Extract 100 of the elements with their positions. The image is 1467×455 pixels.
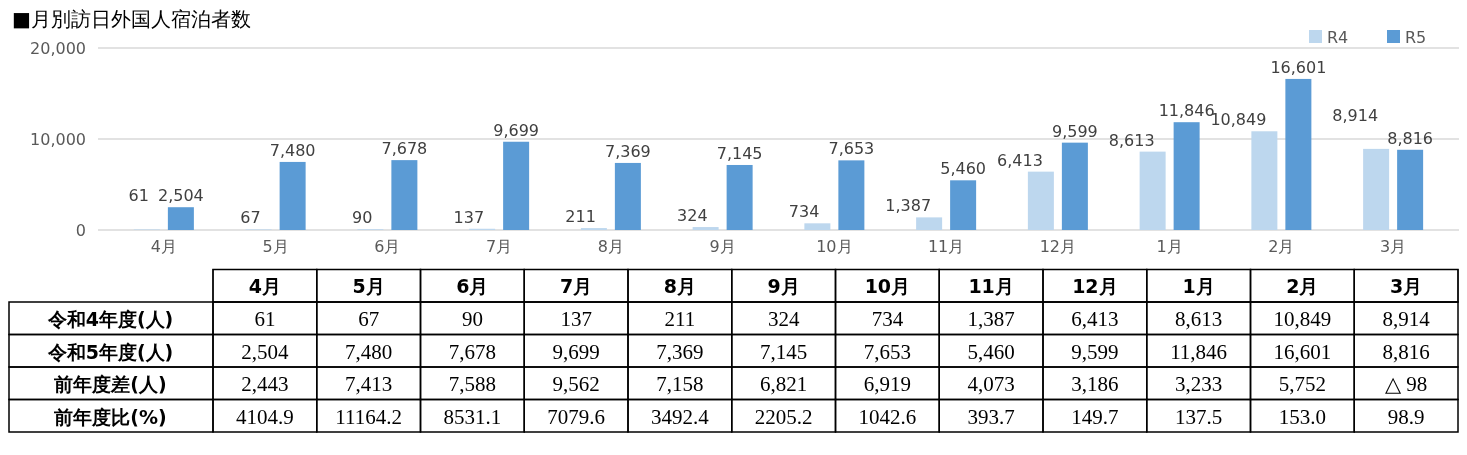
text: 11,846 (1170, 339, 1228, 364)
data-label: 67 (240, 208, 261, 228)
x-tick-label: 12月 (1039, 237, 1077, 256)
category-label: 7月 (560, 275, 593, 297)
text: 3,186 (1071, 372, 1119, 396)
text: 1,387 (967, 307, 1015, 331)
data-label: 7,369 (604, 141, 651, 161)
text: 149.7 (1071, 404, 1119, 429)
data-label: 16,601 (1270, 57, 1327, 77)
legend-label: R5 (1405, 28, 1427, 47)
text: 7,145 (760, 339, 808, 364)
text: 5,460 (967, 339, 1015, 364)
text: 61 (254, 307, 276, 331)
category-label: 9月 (767, 275, 800, 297)
text: 16,601 (1273, 339, 1332, 364)
data-label: 211 (565, 207, 596, 227)
text: 6,413 (1071, 307, 1119, 331)
category-label: 10月 (864, 275, 911, 297)
text: 8,613 (1175, 307, 1223, 331)
text: 137 (560, 307, 592, 331)
data-label: 137 (453, 207, 485, 227)
text: 1042.6 (858, 404, 917, 429)
category-label: 2月 (1286, 275, 1319, 297)
text: 8531.1 (443, 404, 502, 429)
x-tick-label: 7月 (486, 237, 513, 256)
text: 137.5 (1175, 404, 1223, 429)
text: 153.0 (1278, 404, 1326, 429)
x-tick-label: 3月 (1380, 237, 1407, 256)
data-label: 324 (677, 206, 708, 226)
text: 393.7 (967, 404, 1015, 429)
text: 98.9 (1387, 404, 1425, 429)
data-label: 7,653 (828, 139, 875, 159)
text: 67 (358, 307, 380, 331)
text: 9,599 (1071, 339, 1119, 364)
x-tick-label: 8月 (597, 237, 624, 256)
x-tick-label: 6月 (374, 237, 401, 256)
x-tick-label: 10月 (816, 237, 853, 256)
text: 2,443 (241, 372, 289, 396)
text: 7,413 (345, 372, 393, 396)
text: 2205.2 (754, 404, 813, 429)
category-label: 12月 (1072, 275, 1118, 297)
y-tick-label: 0 (75, 221, 86, 240)
text: 9,562 (552, 372, 600, 396)
data-label: 6,413 (997, 150, 1043, 170)
data-label: 7,145 (716, 143, 763, 163)
text: 6,821 (760, 372, 808, 396)
data-label: 8,816 (1387, 128, 1434, 148)
data-label: 734 (788, 202, 820, 222)
text: 令和5年度(人) (46, 340, 174, 363)
text: 7,678 (448, 339, 496, 364)
x-tick-label: 1月 (1156, 237, 1183, 256)
data-label: 9,699 (493, 120, 540, 140)
text: 211 (664, 307, 696, 331)
text: 5,752 (1278, 372, 1326, 396)
category-label: 3月 (1390, 275, 1423, 297)
text: 9,699 (552, 339, 600, 364)
legend-label: R4 (1327, 28, 1349, 47)
data-label: 8,914 (1332, 105, 1379, 125)
y-tick-label: 20,000 (30, 39, 86, 58)
text: 8,816 (1382, 339, 1430, 364)
chart-title: ■月別訪日外国人宿泊者数 (12, 7, 251, 31)
text: 令和4年度(人) (46, 308, 174, 330)
text: 7,588 (448, 372, 496, 396)
x-tick-label: 2月 (1268, 237, 1295, 256)
category-label: 8月 (663, 275, 696, 297)
data-label: 7,480 (269, 140, 316, 160)
category-label: 5月 (352, 275, 385, 297)
data-label: 9,599 (1051, 121, 1098, 141)
text: 734 (871, 307, 904, 331)
text: 前年度比(%) (53, 405, 167, 428)
text: 4,073 (967, 372, 1015, 396)
data-label: 5,460 (940, 159, 987, 179)
y-tick-label: 10,000 (30, 130, 86, 149)
text: 10,849 (1273, 307, 1332, 331)
text: 7,653 (863, 339, 911, 364)
text: 90 (461, 307, 483, 331)
text: 3,233 (1175, 372, 1223, 396)
data-label: 2,504 (157, 186, 204, 206)
x-tick-label: 5月 (262, 237, 289, 256)
category-label: 1月 (1182, 275, 1215, 297)
text: 7,158 (656, 372, 704, 396)
data-label: 1,387 (885, 196, 932, 216)
text: 8,914 (1382, 307, 1430, 331)
x-tick-label: 11月 (927, 237, 965, 256)
data-label: 90 (352, 208, 373, 228)
text: 7079.6 (547, 404, 605, 429)
text: 4104.9 (236, 404, 294, 429)
text: 3492.4 (651, 404, 710, 429)
text: △ 98 (1384, 372, 1428, 396)
text: 7,480 (345, 339, 393, 364)
text: 6,919 (863, 372, 911, 396)
text: 324 (767, 307, 800, 331)
data-label: 61 (128, 186, 149, 206)
category-label: 6月 (456, 275, 489, 297)
category-label: 11月 (968, 275, 1014, 297)
text: 11164.2 (335, 404, 402, 429)
x-tick-label: 4月 (150, 237, 177, 256)
data-label: 8,613 (1108, 130, 1155, 150)
category-label: 4月 (248, 275, 281, 297)
data-label: 7,678 (381, 139, 428, 159)
